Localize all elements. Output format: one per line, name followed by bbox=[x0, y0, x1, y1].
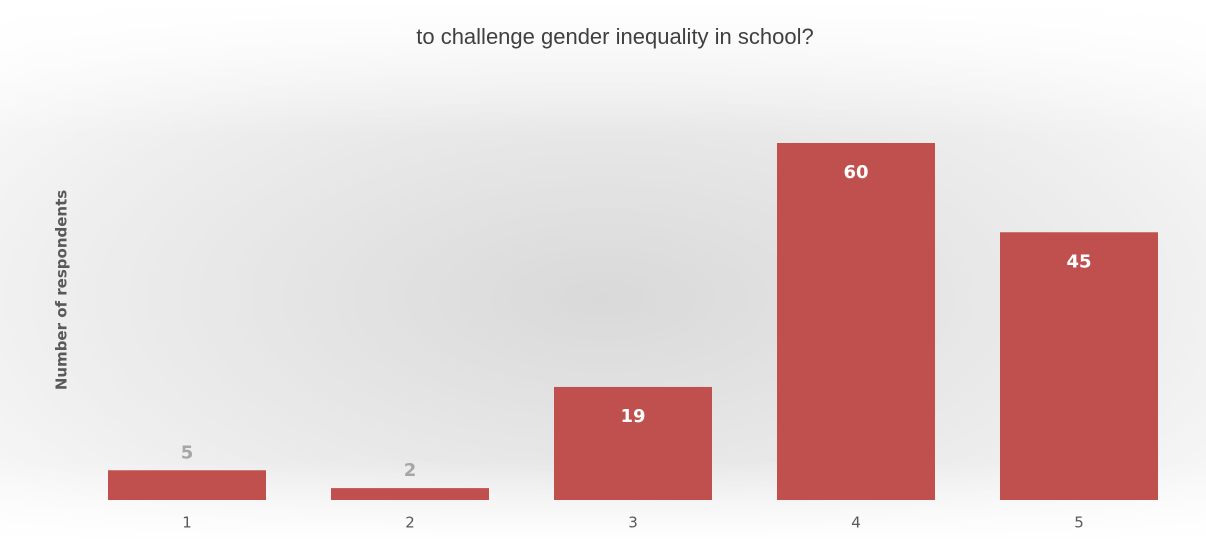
bar bbox=[777, 143, 935, 500]
x-tick-label: 2 bbox=[405, 514, 415, 532]
bar bbox=[1000, 232, 1158, 500]
data-label: 60 bbox=[843, 162, 868, 183]
bar bbox=[108, 470, 266, 500]
x-tick-label: 4 bbox=[851, 514, 861, 532]
x-tick-label: 3 bbox=[628, 514, 638, 532]
data-label: 2 bbox=[404, 460, 417, 481]
bar bbox=[331, 488, 489, 500]
data-label: 45 bbox=[1066, 251, 1091, 272]
x-tick-label: 5 bbox=[1074, 514, 1084, 532]
y-axis-label: Number of respondents bbox=[53, 190, 71, 390]
chart-title: to challenge gender inequality in school… bbox=[416, 24, 814, 49]
data-label: 19 bbox=[620, 406, 645, 427]
x-tick-label: 1 bbox=[182, 514, 192, 532]
bar bbox=[554, 386, 712, 500]
data-label: 5 bbox=[181, 442, 194, 463]
